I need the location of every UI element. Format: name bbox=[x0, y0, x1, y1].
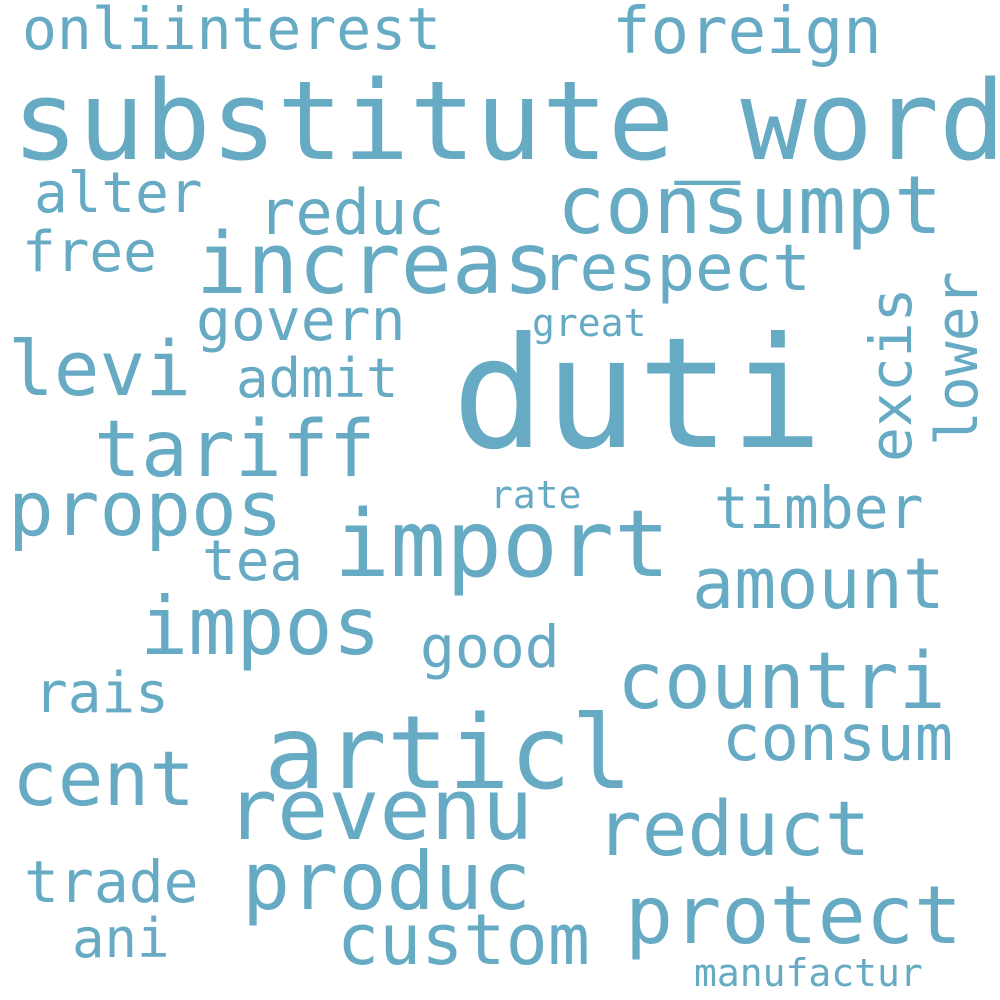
word-lower: lower bbox=[923, 271, 991, 446]
word-respect: respect bbox=[541, 232, 811, 306]
word-countri: countri bbox=[617, 637, 946, 727]
word-propos: propos bbox=[8, 464, 283, 553]
word-excis: excis bbox=[857, 287, 925, 462]
word-rais: rais bbox=[34, 661, 169, 726]
word-tariff: tariff bbox=[94, 405, 376, 495]
word-free: free bbox=[22, 220, 157, 285]
word-duti: duti bbox=[452, 305, 823, 484]
word-ani: ani bbox=[72, 907, 170, 970]
word-alter: alter bbox=[34, 161, 203, 226]
word-consum: consum bbox=[722, 702, 954, 776]
word-cent: cent bbox=[12, 734, 196, 823]
word-foreign: foreign bbox=[612, 0, 882, 69]
word-onliinterest: onliinterest bbox=[22, 0, 442, 63]
word-custom: custom bbox=[337, 899, 590, 981]
word-articl: articl bbox=[264, 694, 633, 813]
word-revenu: revenu bbox=[226, 761, 534, 860]
word-amount: amount bbox=[692, 543, 945, 625]
word-levi: levi bbox=[8, 324, 192, 413]
word-good: good bbox=[420, 613, 560, 681]
word-great: great bbox=[532, 301, 647, 345]
word-manufactur: manufactur bbox=[694, 951, 923, 995]
word-increas: increas bbox=[196, 215, 555, 314]
word-reduc: reduc bbox=[258, 176, 445, 249]
word-rate: rate bbox=[490, 473, 582, 517]
word-import: import bbox=[334, 490, 670, 598]
word-consumpt: consumpt bbox=[557, 159, 943, 252]
word-produc: produc bbox=[242, 835, 531, 928]
word-govern: govern bbox=[196, 286, 406, 354]
word-timber: timber bbox=[714, 474, 924, 542]
word-reduct: reduct bbox=[596, 784, 871, 873]
word-tea: tea bbox=[202, 529, 304, 594]
word-impos: impos bbox=[140, 580, 381, 673]
word-substitute-word: substitute_word bbox=[12, 57, 1000, 185]
word-admit: admit bbox=[236, 347, 399, 410]
word-protect: protect bbox=[625, 869, 963, 962]
word-trade: trade bbox=[24, 848, 199, 916]
